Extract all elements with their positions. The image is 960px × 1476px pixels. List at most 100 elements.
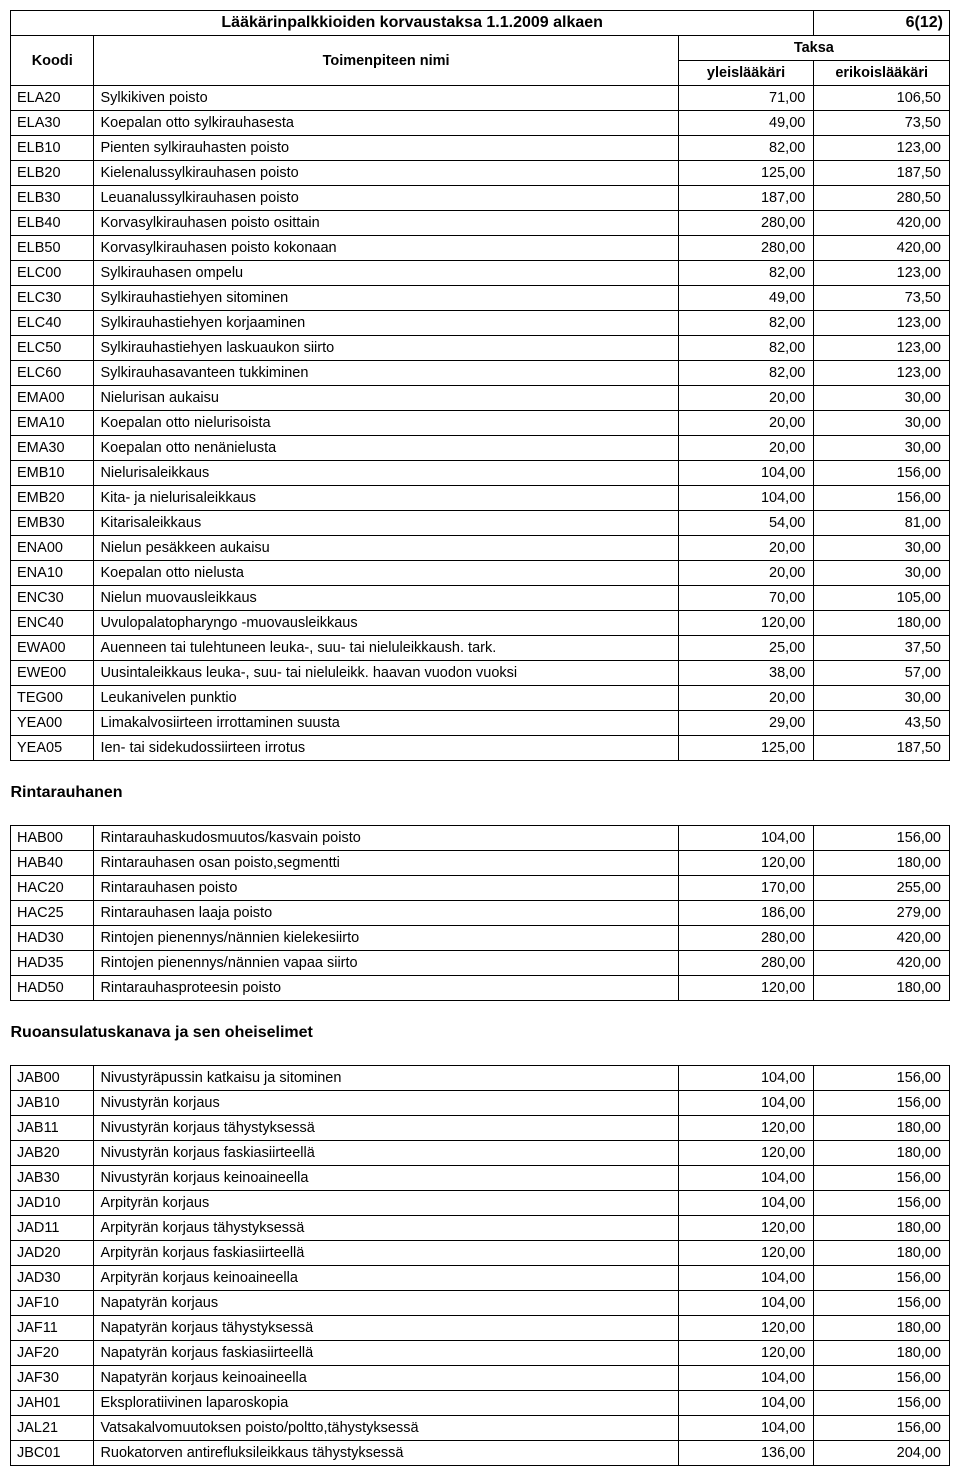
value-erikois: 180,00 xyxy=(814,1316,950,1341)
name-cell: Sylkirauhasen ompelu xyxy=(94,261,678,286)
table-row: YEA05Ien- tai sidekudossiirteen irrotus1… xyxy=(11,736,950,761)
code-cell: EMA00 xyxy=(11,386,94,411)
value-yleis: 120,00 xyxy=(678,1216,814,1241)
value-yleis: 186,00 xyxy=(678,901,814,926)
code-cell: EWA00 xyxy=(11,636,94,661)
table-row: YEA00Limakalvosiirteen irrottaminen suus… xyxy=(11,711,950,736)
code-cell: JAD30 xyxy=(11,1266,94,1291)
table-row: ELC40Sylkirauhastiehyen korjaaminen82,00… xyxy=(11,311,950,336)
section-title: Ruoansulatuskanava ja sen oheiselimet xyxy=(11,1017,950,1049)
value-yleis: 170,00 xyxy=(678,876,814,901)
value-yleis: 280,00 xyxy=(678,211,814,236)
value-erikois: 106,50 xyxy=(814,86,950,111)
name-cell: Napatyrän korjaus xyxy=(94,1291,678,1316)
value-yleis: 187,00 xyxy=(678,186,814,211)
value-yleis: 120,00 xyxy=(678,1241,814,1266)
table-row: EMB10Nielurisaleikkaus104,00156,00 xyxy=(11,461,950,486)
code-cell: JAB11 xyxy=(11,1116,94,1141)
value-yleis: 104,00 xyxy=(678,461,814,486)
code-cell: EMB20 xyxy=(11,486,94,511)
code-cell: ENC40 xyxy=(11,611,94,636)
name-cell: Sylkirauhasavanteen tukkiminen xyxy=(94,361,678,386)
code-cell: ELB20 xyxy=(11,161,94,186)
table-row: JAB00Nivustyräpussin katkaisu ja sitomin… xyxy=(11,1066,950,1091)
value-erikois: 156,00 xyxy=(814,1091,950,1116)
table-row: JAD30Arpityrän korjaus keinoaineella104,… xyxy=(11,1266,950,1291)
code-cell: JBC01 xyxy=(11,1441,94,1466)
table-row: ELC00Sylkirauhasen ompelu82,00123,00 xyxy=(11,261,950,286)
code-cell: JAB00 xyxy=(11,1066,94,1091)
code-cell: ELC30 xyxy=(11,286,94,311)
table-row: JAB10Nivustyrän korjaus104,00156,00 xyxy=(11,1091,950,1116)
name-cell: Nielun pesäkkeen aukaisu xyxy=(94,536,678,561)
table-row: ELC30Sylkirauhastiehyen sitominen49,0073… xyxy=(11,286,950,311)
value-yleis: 38,00 xyxy=(678,661,814,686)
value-erikois: 255,00 xyxy=(814,876,950,901)
value-yleis: 104,00 xyxy=(678,1366,814,1391)
document-title: Lääkärinpalkkioiden korvaustaksa 1.1.200… xyxy=(11,11,814,36)
table-row: ELB30Leuanalussylkirauhasen poisto187,00… xyxy=(11,186,950,211)
table-row: JAH01Eksploratiivinen laparoskopia104,00… xyxy=(11,1391,950,1416)
name-cell: Nivustyrän korjaus keinoaineella xyxy=(94,1166,678,1191)
table-row: JAD20Arpityrän korjaus faskiasiirteellä1… xyxy=(11,1241,950,1266)
value-yleis: 71,00 xyxy=(678,86,814,111)
value-erikois: 420,00 xyxy=(814,211,950,236)
table-row: ELB40Korvasylkirauhasen poisto osittain2… xyxy=(11,211,950,236)
code-cell: HAC25 xyxy=(11,901,94,926)
value-erikois: 156,00 xyxy=(814,1166,950,1191)
code-cell: HAD35 xyxy=(11,951,94,976)
code-cell: ENC30 xyxy=(11,586,94,611)
code-cell: ELB50 xyxy=(11,236,94,261)
header-erikois: erikoislääkäri xyxy=(814,61,950,86)
name-cell: Nielurisan aukaisu xyxy=(94,386,678,411)
table-row: HAC25Rintarauhasen laaja poisto186,00279… xyxy=(11,901,950,926)
table-row: JAD11Arpityrän korjaus tähystyksessä120,… xyxy=(11,1216,950,1241)
value-yleis: 70,00 xyxy=(678,586,814,611)
value-erikois: 105,00 xyxy=(814,586,950,611)
name-cell: Nivustyrän korjaus faskiasiirteellä xyxy=(94,1141,678,1166)
value-erikois: 81,00 xyxy=(814,511,950,536)
code-cell: ENA10 xyxy=(11,561,94,586)
code-cell: ELC40 xyxy=(11,311,94,336)
table-row: ELA20Sylkikiven poisto71,00106,50 xyxy=(11,86,950,111)
header-yleis: yleislääkäri xyxy=(678,61,814,86)
table-row: JAB20Nivustyrän korjaus faskiasiirteellä… xyxy=(11,1141,950,1166)
value-yleis: 82,00 xyxy=(678,261,814,286)
value-yleis: 136,00 xyxy=(678,1441,814,1466)
code-cell: YEA00 xyxy=(11,711,94,736)
value-erikois: 180,00 xyxy=(814,1116,950,1141)
value-yleis: 104,00 xyxy=(678,1416,814,1441)
table-row: EMB20Kita- ja nielurisaleikkaus104,00156… xyxy=(11,486,950,511)
value-yleis: 120,00 xyxy=(678,1316,814,1341)
value-erikois: 156,00 xyxy=(814,1266,950,1291)
code-cell: HAC20 xyxy=(11,876,94,901)
name-cell: Napatyrän korjaus tähystyksessä xyxy=(94,1316,678,1341)
code-cell: HAB00 xyxy=(11,826,94,851)
name-cell: Koepalan otto nielurisoista xyxy=(94,411,678,436)
name-cell: Rintarauhaskudosmuutos/kasvain poisto xyxy=(94,826,678,851)
name-cell: Kitarisaleikkaus xyxy=(94,511,678,536)
section-title: Rintarauhanen xyxy=(11,777,950,809)
value-yleis: 29,00 xyxy=(678,711,814,736)
code-cell: JAF11 xyxy=(11,1316,94,1341)
table-row: ENC40Uvulopalatopharyngo -muovausleikkau… xyxy=(11,611,950,636)
value-erikois: 123,00 xyxy=(814,336,950,361)
table-row: ENA00Nielun pesäkkeen aukaisu20,0030,00 xyxy=(11,536,950,561)
value-yleis: 104,00 xyxy=(678,1166,814,1191)
value-yleis: 20,00 xyxy=(678,536,814,561)
code-cell: HAB40 xyxy=(11,851,94,876)
name-cell: Nivustyrän korjaus tähystyksessä xyxy=(94,1116,678,1141)
name-cell: Pienten sylkirauhasten poisto xyxy=(94,136,678,161)
name-cell: Nivustyräpussin katkaisu ja sitominen xyxy=(94,1066,678,1091)
value-erikois: 156,00 xyxy=(814,1291,950,1316)
code-cell: JAD11 xyxy=(11,1216,94,1241)
value-yleis: 82,00 xyxy=(678,336,814,361)
table-row: HAC20Rintarauhasen poisto170,00255,00 xyxy=(11,876,950,901)
value-yleis: 25,00 xyxy=(678,636,814,661)
name-cell: Rintojen pienennys/nännien vapaa siirto xyxy=(94,951,678,976)
value-yleis: 104,00 xyxy=(678,1191,814,1216)
code-cell: TEG00 xyxy=(11,686,94,711)
code-cell: ELA30 xyxy=(11,111,94,136)
value-yleis: 20,00 xyxy=(678,436,814,461)
table-row: JAB11Nivustyrän korjaus tähystyksessä120… xyxy=(11,1116,950,1141)
